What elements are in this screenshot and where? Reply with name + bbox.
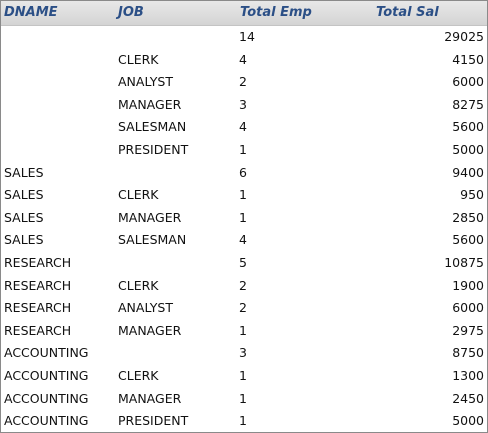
cell-dname: RESEARCH: [4, 322, 72, 338]
table-row[interactable]: SALESMAN 4 5600: [1, 116, 487, 139]
cell-total-emp: 2: [239, 277, 247, 293]
table-row[interactable]: ACCOUNTING MANAGER 1 2450: [1, 388, 487, 411]
cell-total-emp: 3: [239, 96, 247, 112]
cell-total-sal: 1300: [452, 368, 484, 383]
grid-header: DNAME JOB Total Emp Total Sal: [1, 1, 487, 26]
cell-job: SALESMAN: [118, 232, 187, 248]
cell-dname: ACCOUNTING: [4, 390, 89, 406]
cell-dname: ACCOUNTING: [4, 345, 89, 361]
table-row[interactable]: ANALYST 2 6000: [1, 71, 487, 94]
table-row[interactable]: MANAGER 3 8275: [1, 94, 487, 117]
cell-total-emp: 14: [239, 29, 255, 44]
cell-total-emp: 6: [239, 164, 247, 180]
cell-total-emp: 1: [239, 390, 247, 406]
cell-dname: SALES: [4, 187, 44, 203]
table-row[interactable]: ACCOUNTING 3 8750: [1, 342, 487, 365]
column-header-total-sal[interactable]: Total Sal: [376, 5, 439, 20]
table-row[interactable]: CLERK 4 4150: [1, 49, 487, 72]
cell-total-sal: 4150: [452, 51, 484, 67]
cell-total-emp: 1: [239, 209, 247, 225]
table-row[interactable]: ACCOUNTING CLERK 1 1300: [1, 365, 487, 388]
cell-total-emp: 1: [239, 413, 247, 429]
column-header-job[interactable]: JOB: [118, 5, 144, 20]
cell-total-emp: 2: [239, 74, 247, 90]
cell-total-emp: 4: [239, 232, 247, 248]
cell-job: MANAGER: [118, 390, 182, 406]
cell-dname: ACCOUNTING: [4, 413, 89, 429]
table-row[interactable]: PRESIDENT 1 5000: [1, 139, 487, 162]
table-row[interactable]: SALES MANAGER 1 2850: [1, 207, 487, 230]
cell-total-sal: 8750: [452, 345, 484, 361]
table-row[interactable]: 14 29025: [1, 26, 487, 49]
cell-job: SALESMAN: [118, 119, 187, 135]
cell-job: ANALYST: [118, 74, 173, 90]
cell-job: PRESIDENT: [118, 413, 189, 429]
cell-job: CLERK: [118, 368, 159, 383]
table-row[interactable]: ACCOUNTING PRESIDENT 1 5000: [1, 410, 487, 433]
column-header-total-emp[interactable]: Total Emp: [240, 5, 312, 20]
cell-total-emp: 1: [239, 142, 247, 157]
cell-dname: SALES: [4, 164, 44, 180]
cell-job: MANAGER: [118, 322, 182, 338]
table-row[interactable]: SALES SALESMAN 4 5600: [1, 229, 487, 252]
cell-total-sal: 2850: [452, 209, 484, 225]
cell-total-sal: 2450: [452, 390, 484, 406]
cell-total-sal: 6000: [452, 300, 484, 316]
cell-total-sal: 2975: [452, 322, 484, 338]
cell-dname: RESEARCH: [4, 300, 72, 316]
table-row[interactable]: RESEARCH CLERK 2 1900: [1, 275, 487, 298]
table-row[interactable]: SALES 6 9400: [1, 162, 487, 185]
cell-dname: RESEARCH: [4, 277, 72, 293]
cell-total-emp: 1: [239, 187, 247, 203]
cell-total-emp: 4: [239, 119, 247, 135]
cell-job: MANAGER: [118, 209, 182, 225]
column-header-dname[interactable]: DNAME: [4, 5, 58, 20]
cell-job: MANAGER: [118, 96, 182, 112]
cell-total-emp: 4: [239, 51, 247, 67]
cell-total-sal: 10875: [444, 255, 484, 270]
cell-total-sal: 5000: [452, 142, 484, 157]
cell-total-emp: 3: [239, 345, 247, 361]
cell-total-sal: 9400: [452, 164, 484, 180]
cell-job: CLERK: [118, 187, 159, 203]
cell-job: PRESIDENT: [118, 142, 189, 157]
cell-job: CLERK: [118, 51, 159, 67]
cell-dname: SALES: [4, 232, 44, 248]
cell-total-sal: 5600: [452, 119, 484, 135]
cell-total-sal: 1900: [452, 277, 484, 293]
cell-total-sal: 5600: [452, 232, 484, 248]
cell-dname: SALES: [4, 209, 44, 225]
cell-total-sal: 6000: [452, 74, 484, 90]
cell-total-emp: 2: [239, 300, 247, 316]
cell-total-emp: 5: [239, 255, 247, 270]
cell-dname: RESEARCH: [4, 255, 72, 270]
cell-total-sal: 29025: [444, 29, 484, 44]
cell-total-emp: 1: [239, 368, 247, 383]
table-row[interactable]: RESEARCH 5 10875: [1, 252, 487, 275]
cell-job: ANALYST: [118, 300, 173, 316]
table-row[interactable]: SALES CLERK 1 950: [1, 184, 487, 207]
cell-total-sal: 5000: [452, 413, 484, 429]
cell-total-sal: 950: [460, 187, 484, 203]
cell-job: CLERK: [118, 277, 159, 293]
table-row[interactable]: RESEARCH MANAGER 1 2975: [1, 320, 487, 343]
cell-dname: ACCOUNTING: [4, 368, 89, 383]
table-row[interactable]: RESEARCH ANALYST 2 6000: [1, 297, 487, 320]
cell-total-emp: 1: [239, 322, 247, 338]
cell-total-sal: 8275: [452, 96, 484, 112]
